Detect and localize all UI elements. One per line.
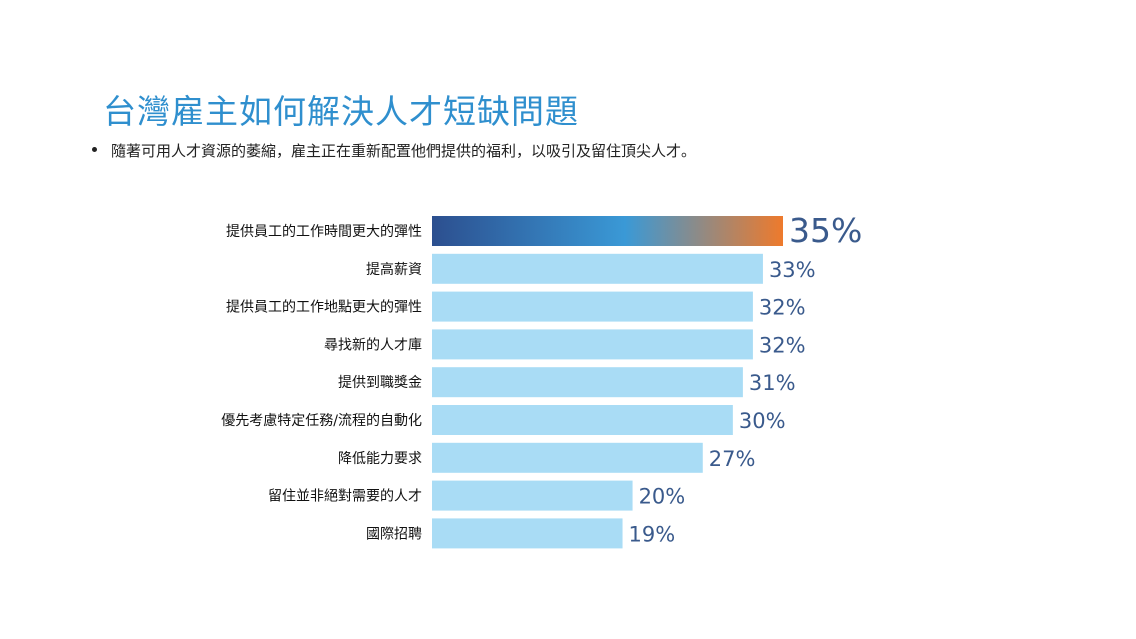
value-label-3: 32% <box>759 296 806 320</box>
category-label-6: 優先考慮特定任務/流程的自動化 <box>221 413 422 429</box>
bar-6 <box>432 405 733 435</box>
category-label-7: 降低能力要求 <box>338 451 422 467</box>
value-label-2: 33% <box>769 258 816 282</box>
slide-title: 台灣雇主如何解決人才短缺問題 <box>103 92 579 131</box>
bar-9 <box>432 518 623 549</box>
bar-2 <box>432 253 763 284</box>
category-label-4: 尋找新的人才庫 <box>324 336 422 353</box>
bar-4 <box>432 329 753 360</box>
value-label-1: 35% <box>789 211 862 250</box>
bars-layer: 提供員工的工作時間更大的彈性 35% 提高薪資 33% 提供員工的工作地點更大的彈性 32… <box>221 211 862 549</box>
category-label-8: 留住並非絕對需要的人才 <box>268 489 422 505</box>
bar-7 <box>432 442 703 473</box>
value-label-5: 31% <box>749 371 796 395</box>
category-label-1: 提供員工的工作時間更大的彈性 <box>226 224 422 240</box>
subtitle-text: 隨著可用人才資源的萎縮，雇主正在重新配置他們提供的福利，以吸引及留住頂尖人才。 <box>111 142 697 160</box>
bar-5 <box>432 367 743 398</box>
value-label-6: 30% <box>739 409 786 433</box>
category-label-3: 提供員工的工作地點更大的彈性 <box>226 300 422 316</box>
bar-8 <box>432 480 633 511</box>
value-label-8: 20% <box>639 485 686 509</box>
bullet-point-icon <box>92 147 97 152</box>
value-label-7: 27% <box>709 447 756 471</box>
value-label-4: 32% <box>759 333 806 357</box>
bar-1 <box>432 216 783 246</box>
category-label-2: 提高薪資 <box>366 261 422 278</box>
category-label-5: 提供到職獎金 <box>338 375 422 391</box>
subtitle-bullet: 隨著可用人才資源的萎縮，雇主正在重新配置他們提供的福利，以吸引及留住頂尖人才。 <box>92 140 696 161</box>
bar-3 <box>432 291 753 322</box>
value-label-9: 19% <box>629 522 676 546</box>
category-label-9: 國際招聘 <box>366 526 422 542</box>
